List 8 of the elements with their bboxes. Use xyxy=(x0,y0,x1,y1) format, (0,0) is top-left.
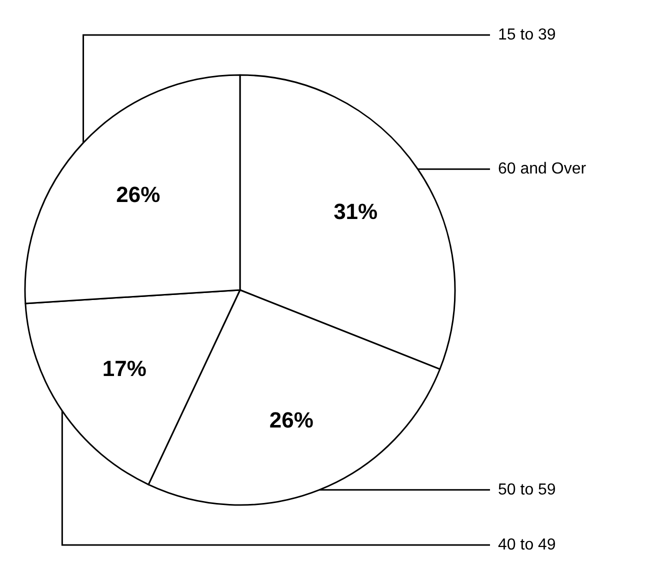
slice-label: 50 to 59 xyxy=(498,481,556,498)
data-label: 26% xyxy=(269,407,314,432)
slice-label: 15 to 39 xyxy=(498,26,556,44)
data-label: 31% xyxy=(334,198,378,224)
data-label: 17% xyxy=(102,356,146,382)
slice-label: 40 to 49 xyxy=(498,536,556,554)
slice-label: 60 and Over xyxy=(498,160,587,178)
data-label: 26% xyxy=(116,182,160,207)
